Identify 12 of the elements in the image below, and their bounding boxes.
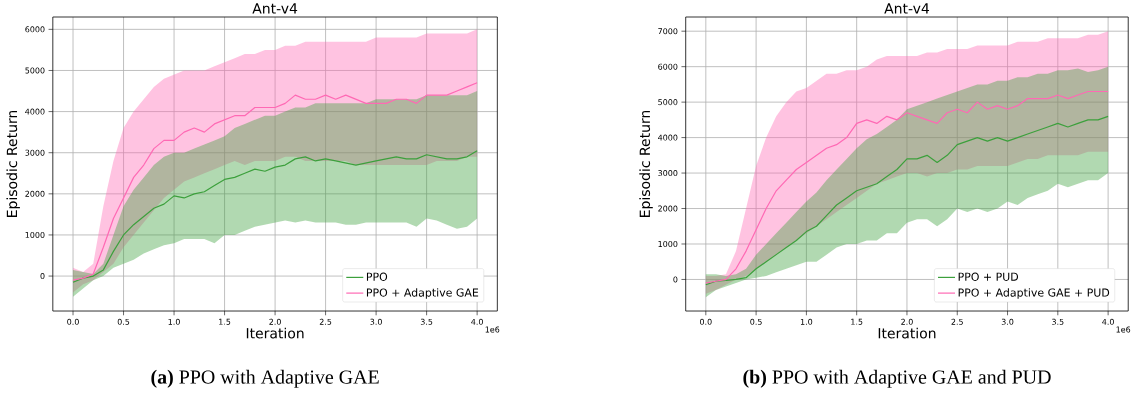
x-axis-title: Iteration xyxy=(246,327,304,339)
text: (a) PPO with Adaptive GAE xyxy=(151,369,379,388)
text: (b) PPO with Adaptive GAE and PUD xyxy=(743,369,1051,388)
legend-label: PPO + Adaptive GAE + PUD xyxy=(958,288,1110,299)
y-axis-title: Episodic Return xyxy=(6,111,20,218)
chart-title: Ant-v4 xyxy=(884,3,930,14)
chart-title: Ant-v4 xyxy=(252,3,298,14)
legend-label: PPO + PUD xyxy=(958,272,1019,282)
legend-label: PPO xyxy=(366,272,388,282)
y-axis-title: Episodic Return xyxy=(639,111,653,218)
legend-label: PPO + Adaptive GAE xyxy=(366,288,479,299)
x-axis-title: Iteration xyxy=(878,327,936,339)
